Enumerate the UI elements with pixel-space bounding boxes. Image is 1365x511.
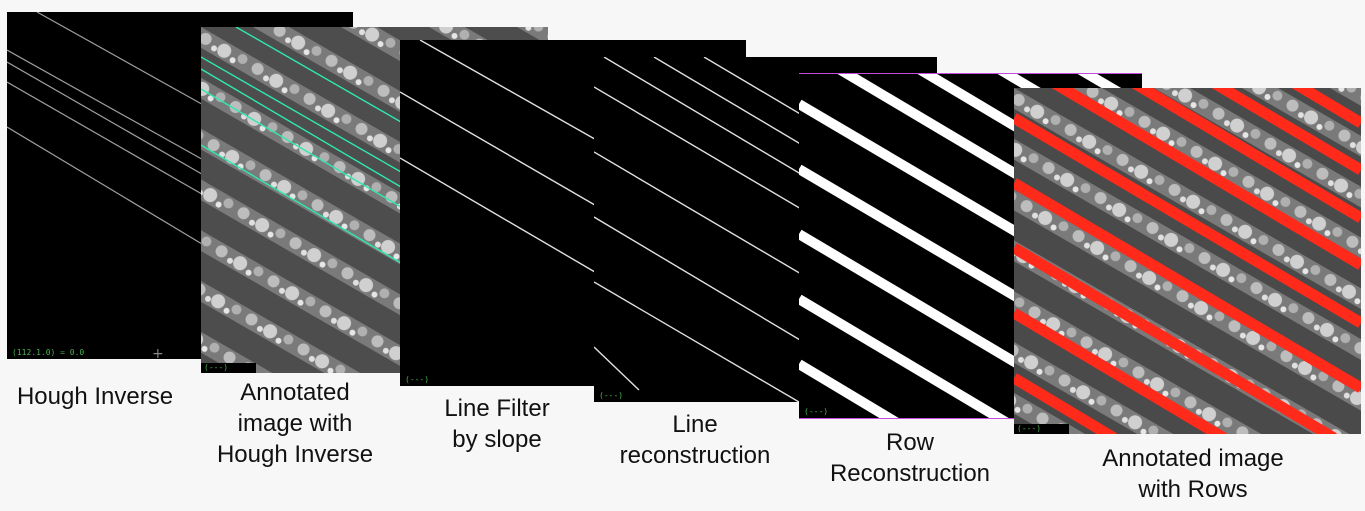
crosshair-icon: + xyxy=(152,346,164,359)
caption-line: Hough Inverse xyxy=(16,383,174,410)
annotated-rows-panel: (---) xyxy=(1014,88,1361,434)
filtered-lines xyxy=(400,40,601,276)
caption-annotated-hough: Annotated image with Hough Inverse xyxy=(200,377,390,470)
caption-line: reconstruction xyxy=(619,442,771,469)
status-readout: (---) xyxy=(596,391,627,401)
status-readout: (---) xyxy=(801,407,832,417)
caption-hough-inverse: Hough Inverse xyxy=(5,381,185,412)
status-readout: (---) xyxy=(1014,424,1069,434)
caption-line-filter: Line Filter by slope xyxy=(412,393,582,455)
caption-line: Line xyxy=(672,411,718,438)
caption-line-reconstruction: Line reconstruction xyxy=(600,409,790,471)
status-readout: (112.1.0) = 0.0 xyxy=(9,348,88,358)
caption-line: by slope xyxy=(452,426,542,453)
annotated-rows-image xyxy=(1014,88,1361,434)
status-readout: (---) xyxy=(201,363,256,373)
hough-inverse-lines xyxy=(7,12,208,248)
caption-line: Annotated xyxy=(240,379,350,406)
caption-line: Hough Inverse xyxy=(216,441,374,468)
caption-line: Annotated image xyxy=(1102,445,1284,472)
caption-line: Line Filter xyxy=(444,395,550,422)
caption-line: image with xyxy=(237,410,353,437)
caption-annotated-rows: Annotated image with Rows xyxy=(1082,443,1304,505)
caption-line: with Rows xyxy=(1138,476,1248,503)
status-readout: (---) xyxy=(402,375,433,385)
caption-line: Reconstruction xyxy=(829,460,991,487)
caption-line: Row xyxy=(885,429,934,456)
caption-row-reconstruction: Row Reconstruction xyxy=(810,427,1010,489)
